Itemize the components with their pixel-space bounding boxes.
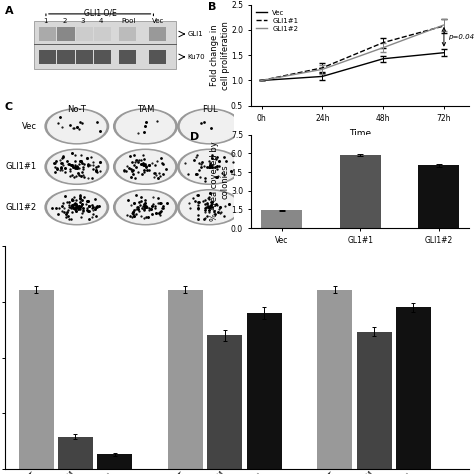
- Bar: [39, 27, 56, 41]
- Bar: [76, 50, 93, 64]
- Bar: [76, 27, 93, 41]
- Bar: [57, 50, 74, 64]
- Bar: [419, 165, 459, 228]
- X-axis label: Time: Time: [349, 128, 372, 137]
- Text: Vec: Vec: [152, 18, 164, 24]
- Text: GLI1#1: GLI1#1: [6, 162, 37, 171]
- Text: No-T: No-T: [67, 106, 86, 115]
- Bar: [94, 27, 111, 41]
- Y-axis label: % Area covered by
colonies: % Area covered by colonies: [210, 142, 229, 221]
- Text: Ku70: Ku70: [188, 54, 205, 60]
- Circle shape: [114, 109, 177, 144]
- Bar: [18, 290, 54, 469]
- Text: B: B: [208, 2, 216, 12]
- Bar: [356, 331, 392, 469]
- Bar: [396, 307, 431, 469]
- Circle shape: [48, 191, 106, 223]
- Bar: [168, 290, 203, 469]
- Circle shape: [45, 109, 109, 144]
- Bar: [246, 313, 282, 469]
- Text: 1: 1: [44, 18, 48, 24]
- Text: 4: 4: [99, 18, 103, 24]
- Circle shape: [114, 190, 177, 225]
- Circle shape: [117, 191, 174, 223]
- Text: Vec: Vec: [22, 122, 37, 131]
- Text: GLI1#2: GLI1#2: [6, 203, 37, 212]
- Text: FUL: FUL: [201, 106, 217, 115]
- Text: 2: 2: [62, 18, 66, 24]
- Circle shape: [181, 151, 238, 183]
- Bar: [119, 50, 137, 64]
- Text: 3: 3: [80, 18, 85, 24]
- Text: C: C: [5, 102, 13, 112]
- Bar: [149, 50, 166, 64]
- Circle shape: [45, 190, 109, 225]
- Bar: [317, 290, 352, 469]
- Bar: [207, 335, 242, 469]
- Circle shape: [45, 149, 109, 184]
- Legend: Vec, GLI1#1, GLI1#2: Vec, GLI1#1, GLI1#2: [255, 8, 300, 33]
- Circle shape: [181, 110, 238, 142]
- Circle shape: [48, 110, 106, 142]
- Text: D: D: [191, 132, 200, 142]
- Circle shape: [178, 149, 241, 184]
- Circle shape: [178, 190, 241, 225]
- Circle shape: [178, 109, 241, 144]
- Text: Pool: Pool: [121, 18, 136, 24]
- Bar: [119, 27, 137, 41]
- Text: GLI1 O/E: GLI1 O/E: [84, 9, 117, 18]
- Circle shape: [117, 151, 174, 183]
- FancyBboxPatch shape: [35, 21, 176, 69]
- Circle shape: [114, 149, 177, 184]
- Circle shape: [117, 110, 174, 142]
- Circle shape: [181, 191, 238, 223]
- Y-axis label: Fold change in
cell proliferation: Fold change in cell proliferation: [210, 21, 229, 90]
- Bar: [39, 50, 56, 64]
- Bar: [57, 27, 74, 41]
- Bar: [58, 437, 93, 469]
- Circle shape: [48, 151, 106, 183]
- Bar: [94, 50, 111, 64]
- Bar: [340, 155, 381, 228]
- Bar: [261, 210, 302, 228]
- Bar: [149, 27, 166, 41]
- Text: p=0.04: p=0.04: [448, 34, 474, 40]
- Text: GLI1: GLI1: [188, 31, 203, 37]
- Bar: [97, 455, 132, 469]
- Text: TAM: TAM: [137, 106, 154, 115]
- Text: A: A: [5, 6, 13, 16]
